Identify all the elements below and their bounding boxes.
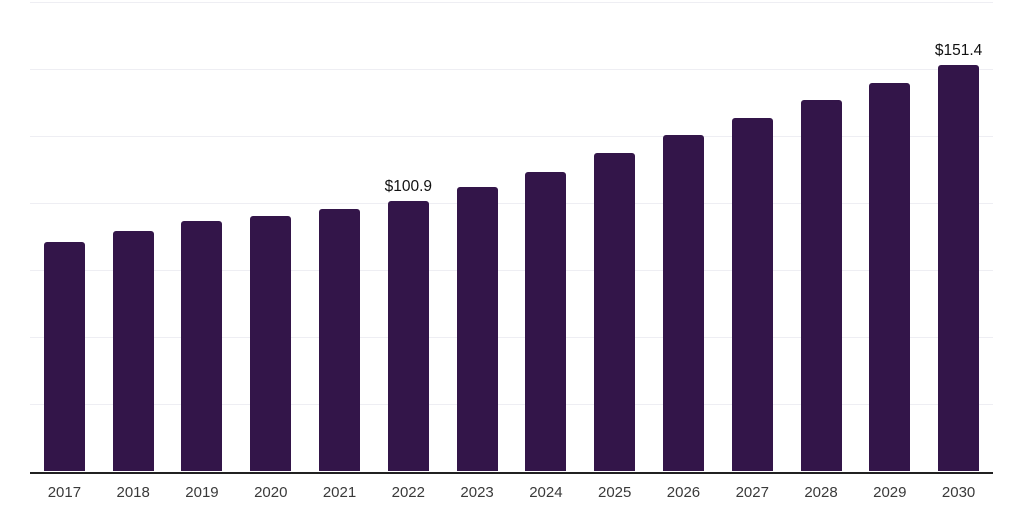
- gridline-150: [30, 69, 993, 71]
- gridline-125: [30, 136, 993, 138]
- x-axis-label-2025: 2025: [597, 484, 632, 501]
- x-axis-label-2030: 2030: [941, 484, 976, 501]
- data-label-2030: $151.4: [934, 42, 983, 60]
- bar-2025[interactable]: [594, 153, 636, 472]
- bar-2019[interactable]: [181, 220, 223, 472]
- x-axis-label-2020: 2020: [254, 484, 288, 501]
- bar-2026[interactable]: [662, 134, 704, 472]
- gridline-50: [30, 337, 993, 339]
- bar-2029[interactable]: [869, 83, 911, 472]
- x-axis-line: [30, 472, 993, 474]
- bar-2022[interactable]: [387, 200, 429, 472]
- bar-2028[interactable]: [800, 100, 842, 472]
- x-axis-label-2017: 2017: [47, 484, 82, 501]
- bar-2018[interactable]: [112, 231, 154, 472]
- gridline-175: [30, 2, 993, 3]
- x-axis-label-2024: 2024: [529, 484, 563, 501]
- bar-2024[interactable]: [525, 172, 567, 472]
- x-axis-label-2022: 2022: [391, 484, 425, 501]
- bar-2030[interactable]: [938, 65, 980, 472]
- bar-2020[interactable]: [250, 215, 292, 472]
- x-axis-label-2027: 2027: [735, 484, 769, 501]
- x-axis-label-2019: 2019: [185, 484, 219, 501]
- x-axis-label-2029: 2029: [873, 484, 907, 501]
- bar-2027[interactable]: [731, 118, 773, 472]
- x-axis-label-2026: 2026: [666, 484, 701, 501]
- gridline-75: [30, 270, 993, 272]
- bar-2023[interactable]: [456, 186, 498, 472]
- x-axis-label-2023: 2023: [460, 484, 494, 501]
- x-axis-label-2028: 2028: [804, 484, 838, 501]
- x-axis-label-2021: 2021: [322, 484, 357, 501]
- x-axis-label-2018: 2018: [116, 484, 150, 501]
- data-label-2022: $100.9: [384, 177, 433, 195]
- bar-2017[interactable]: [43, 241, 85, 472]
- gridline-25: [30, 404, 993, 406]
- bar-2021[interactable]: [319, 209, 361, 472]
- gridline-100: [30, 203, 993, 205]
